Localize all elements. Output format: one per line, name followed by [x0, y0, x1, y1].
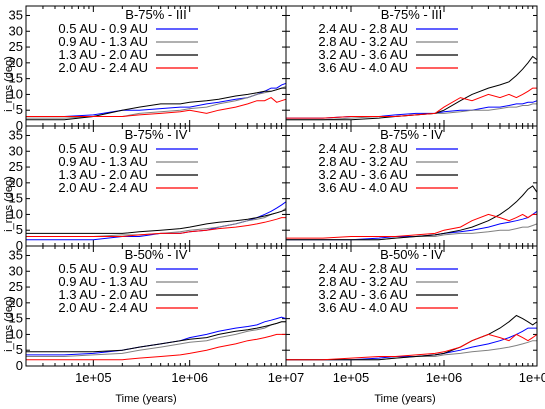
legend-label: 0.5 AU - 0.9 AU [58, 141, 148, 156]
y-tick-label: 5 [16, 222, 23, 237]
legend-label: 2.8 AU - 3.2 AU [318, 154, 408, 169]
y-tick-label: 0 [16, 118, 23, 133]
y-tick-label: 0 [16, 238, 23, 253]
panel-4: B-75% - IV2.4 AU - 2.8 AU2.8 AU - 3.2 AU… [285, 125, 538, 247]
series-line [286, 55, 537, 121]
y-tick-label: 30 [9, 23, 23, 38]
y-tick-label: 5 [16, 342, 23, 357]
x-axis-title-right: Time (years) [374, 393, 435, 405]
y-tick-label: 30 [9, 263, 23, 278]
plot-area [286, 314, 537, 361]
legend-label: 1.3 AU - 2.0 AU [58, 287, 148, 302]
panel-frame [285, 245, 538, 367]
y-tick-label: 30 [9, 143, 23, 158]
y-axis-title-top: i_rms (deg) [3, 56, 15, 112]
y-tick-label: 25 [9, 279, 23, 294]
y-tick-label: 0 [16, 358, 23, 373]
x-tick-label: 1e+07 [519, 370, 545, 385]
series-line [286, 333, 537, 361]
x-tick-label: 1e+06 [426, 370, 463, 385]
y-tick-label: 25 [9, 39, 23, 54]
panel-title: B-50% - IV [380, 247, 443, 262]
legend-label: 2.8 AU - 3.2 AU [318, 34, 408, 49]
y-tick-label: 35 [9, 7, 23, 22]
y-tick-label: 20 [9, 55, 23, 70]
legend-label: 0.5 AU - 0.9 AU [58, 21, 148, 36]
panel-title: B-75% - III [125, 7, 186, 22]
y-tick-label: 10 [9, 86, 23, 101]
panel-title: B-75% - IV [380, 127, 443, 142]
legend-label: 0.9 AU - 1.3 AU [58, 274, 148, 289]
series-line [286, 185, 537, 241]
legend-label: 0.5 AU - 0.9 AU [58, 261, 148, 276]
series-line [26, 82, 286, 117]
series-line [286, 213, 537, 239]
y-tick-label: 35 [9, 247, 23, 262]
x-tick-label: 1e+05 [75, 370, 112, 385]
series-line [26, 217, 286, 237]
x-tick-label: 1e+05 [333, 370, 370, 385]
legend-label: 3.2 AU - 3.6 AU [318, 167, 408, 182]
panel-title: B-75% - III [381, 7, 442, 22]
legend-label: 3.6 AU - 4.0 AU [318, 180, 408, 195]
legend-label: 1.3 AU - 2.0 AU [58, 47, 148, 62]
series-line [26, 321, 286, 353]
series-line [26, 207, 286, 237]
legend-label: 0.9 AU - 1.3 AU [58, 34, 148, 49]
x-axis-title-left: Time (years) [115, 393, 176, 405]
y-axis-title-bottom: i_rms (deg) [3, 296, 15, 352]
y-tick-label: 10 [9, 326, 23, 341]
plot-area [286, 55, 537, 121]
legend-label: 2.4 AU - 2.8 AU [318, 141, 408, 156]
panel-title: B-50% - IV [125, 247, 188, 262]
y-tick-label: 25 [9, 159, 23, 174]
legend-label: 3.6 AU - 4.0 AU [318, 300, 408, 315]
plot-area [286, 185, 537, 241]
series-line [286, 327, 537, 361]
plot-area [26, 82, 286, 121]
plot-area [26, 316, 286, 361]
legend-label: 2.8 AU - 3.2 AU [318, 274, 408, 289]
y-tick-label: 15 [9, 311, 23, 326]
x-tick-label: 1e+06 [171, 370, 208, 385]
series-line [26, 333, 286, 361]
y-tick-label: 15 [9, 191, 23, 206]
y-tick-label: 15 [9, 71, 23, 86]
legend-label: 3.6 AU - 4.0 AU [318, 60, 408, 75]
y-tick-label: 10 [9, 206, 23, 221]
y-tick-label: 5 [16, 102, 23, 117]
panel-6: 1e+05 1e+06 1e+07 B-50% - IV2.4 AU - 2.8 AU… [285, 245, 545, 385]
series-line [286, 103, 537, 121]
legend-label: 2.4 AU - 2.8 AU [318, 261, 408, 276]
legend-label: 2.0 AU - 2.4 AU [58, 60, 148, 75]
legend-label: 3.2 AU - 3.6 AU [318, 47, 408, 62]
y-axis-title-middle: i_rms (deg) [3, 176, 15, 232]
series-line [26, 209, 286, 234]
legend-label: 1.3 AU - 2.0 AU [58, 167, 148, 182]
series-line [26, 316, 286, 356]
series-line [26, 87, 286, 121]
legend-label: 0.9 AU - 1.3 AU [58, 154, 148, 169]
legend-label: 2.0 AU - 2.4 AU [58, 300, 148, 315]
series-line [286, 210, 537, 241]
series-line [26, 201, 286, 241]
series-line [26, 97, 286, 117]
y-tick-label: 20 [9, 295, 23, 310]
legend-label: 2.0 AU - 2.4 AU [58, 180, 148, 195]
panel-title: B-75% - IV [125, 127, 188, 142]
plot-area [26, 201, 286, 241]
y-tick-label: 35 [9, 127, 23, 142]
x-tick-label: 1e+07 [268, 370, 305, 385]
series-line [286, 87, 537, 119]
legend-label: 2.4 AU - 2.8 AU [318, 21, 408, 36]
legend-label: 3.2 AU - 3.6 AU [318, 287, 408, 302]
y-tick-label: 20 [9, 175, 23, 190]
